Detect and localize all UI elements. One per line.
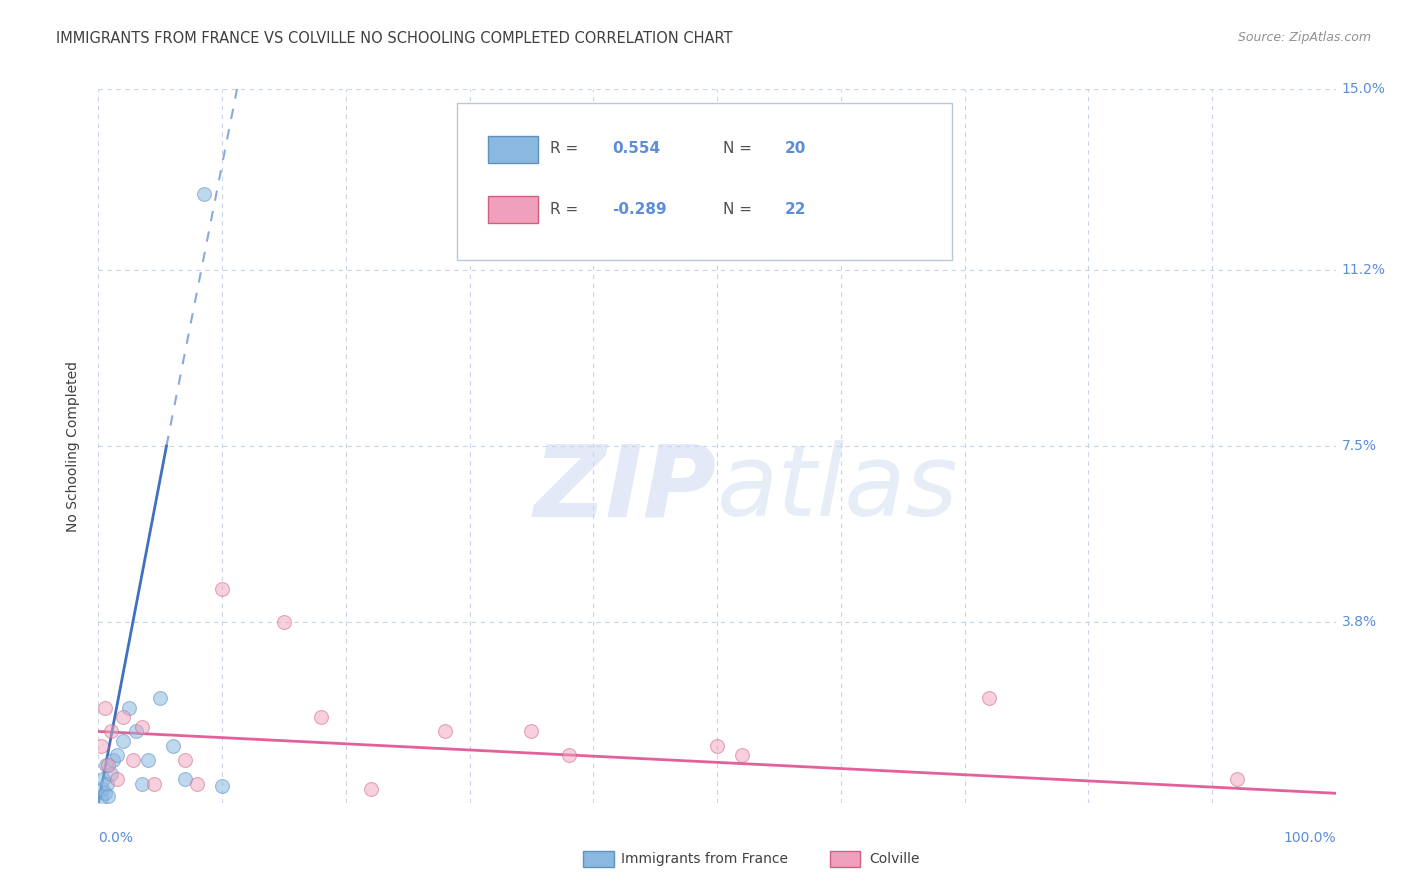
Text: 22: 22 — [785, 202, 807, 217]
Point — [143, 777, 166, 791]
Point — [100, 767, 122, 781]
Point — [557, 748, 579, 763]
Point — [273, 615, 295, 629]
Point — [309, 710, 332, 724]
Point — [211, 582, 233, 596]
Point — [433, 724, 456, 739]
Point — [112, 734, 135, 748]
Point — [100, 724, 122, 739]
Point — [174, 772, 197, 786]
Point — [93, 772, 115, 786]
Point — [94, 757, 117, 772]
Point — [118, 700, 141, 714]
Text: 0.0%: 0.0% — [98, 831, 134, 846]
Y-axis label: No Schooling Completed: No Schooling Completed — [66, 360, 80, 532]
Point — [136, 753, 159, 767]
Point — [103, 753, 125, 767]
Text: 3.8%: 3.8% — [1341, 615, 1376, 629]
Point — [731, 748, 754, 763]
Text: 0.554: 0.554 — [612, 141, 659, 156]
Text: Source: ZipAtlas.com: Source: ZipAtlas.com — [1237, 31, 1371, 45]
Point — [706, 739, 728, 753]
Text: 15.0%: 15.0% — [1341, 82, 1386, 96]
Point — [211, 779, 233, 793]
Text: Immigrants from France: Immigrants from France — [621, 852, 789, 866]
Point — [149, 691, 172, 706]
Point — [131, 777, 153, 791]
Point — [174, 753, 197, 767]
Text: atlas: atlas — [717, 441, 959, 537]
Point — [97, 757, 120, 772]
Point — [112, 710, 135, 724]
Point — [131, 720, 153, 734]
Text: IMMIGRANTS FROM FRANCE VS COLVILLE NO SCHOOLING COMPLETED CORRELATION CHART: IMMIGRANTS FROM FRANCE VS COLVILLE NO SC… — [56, 31, 733, 46]
FancyBboxPatch shape — [488, 196, 537, 223]
Point — [90, 791, 112, 805]
Point — [1226, 772, 1249, 786]
Point — [162, 739, 184, 753]
Text: N =: N = — [723, 141, 756, 156]
Text: Colville: Colville — [869, 852, 920, 866]
Point — [124, 724, 146, 739]
Text: N =: N = — [723, 202, 756, 217]
Point — [193, 186, 215, 201]
Text: R =: R = — [550, 202, 583, 217]
Point — [360, 781, 382, 796]
Point — [520, 724, 543, 739]
Point — [93, 700, 115, 714]
FancyBboxPatch shape — [488, 136, 537, 162]
Text: 11.2%: 11.2% — [1341, 263, 1386, 277]
Text: 100.0%: 100.0% — [1284, 831, 1336, 846]
Point — [96, 777, 118, 791]
Point — [186, 777, 208, 791]
Point — [90, 739, 112, 753]
Text: -0.289: -0.289 — [612, 202, 666, 217]
Point — [97, 789, 120, 803]
Point — [91, 781, 114, 796]
Text: ZIP: ZIP — [534, 441, 717, 537]
Text: 20: 20 — [785, 141, 807, 156]
Point — [93, 786, 115, 800]
Text: R =: R = — [550, 141, 583, 156]
Point — [122, 753, 145, 767]
Point — [979, 691, 1001, 706]
Text: 7.5%: 7.5% — [1341, 439, 1376, 453]
Point — [105, 748, 128, 763]
FancyBboxPatch shape — [457, 103, 952, 260]
Point — [105, 772, 128, 786]
